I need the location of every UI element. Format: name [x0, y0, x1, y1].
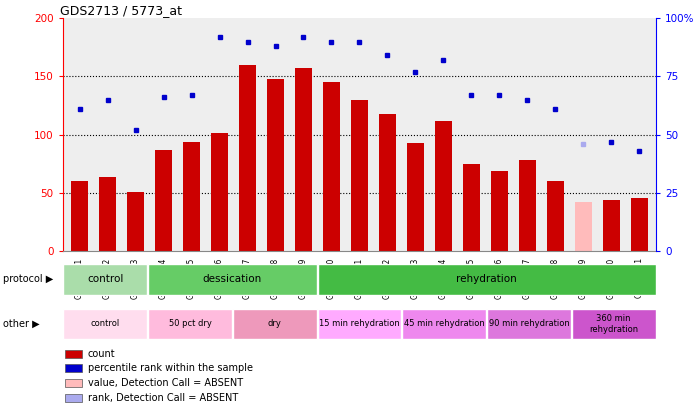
Bar	[463, 164, 480, 251]
Bar	[65, 350, 82, 358]
Bar	[631, 198, 648, 251]
Bar	[148, 264, 316, 295]
Bar	[379, 114, 396, 251]
Text: protocol ▶: protocol ▶	[3, 275, 54, 284]
Bar	[148, 309, 232, 339]
Bar	[71, 181, 88, 251]
Text: 360 min
rehydration: 360 min rehydration	[589, 314, 638, 334]
Bar	[487, 309, 571, 339]
Bar	[239, 65, 256, 251]
Bar	[603, 200, 620, 251]
Text: control: control	[91, 320, 120, 328]
Text: rank, Detection Call = ABSENT: rank, Detection Call = ABSENT	[88, 393, 238, 403]
Text: 45 min rehydration: 45 min rehydration	[404, 320, 484, 328]
Bar	[547, 181, 564, 251]
Text: dessication: dessication	[202, 275, 262, 284]
Bar	[572, 309, 655, 339]
Bar	[65, 394, 82, 402]
Bar	[211, 134, 228, 251]
Text: percentile rank within the sample: percentile rank within the sample	[88, 363, 253, 373]
Text: count: count	[88, 349, 115, 358]
Text: dry: dry	[268, 320, 282, 328]
Text: rehydration: rehydration	[456, 275, 517, 284]
Bar	[295, 68, 312, 251]
Text: other ▶: other ▶	[3, 319, 40, 329]
Bar	[233, 309, 316, 339]
Text: 90 min rehydration: 90 min rehydration	[489, 320, 570, 328]
Bar	[267, 79, 284, 251]
Bar	[323, 82, 340, 251]
Text: 15 min rehydration: 15 min rehydration	[319, 320, 400, 328]
Bar	[155, 150, 172, 251]
Bar	[99, 177, 116, 251]
Bar	[64, 309, 147, 339]
Bar	[407, 143, 424, 251]
Bar	[65, 379, 82, 387]
Bar	[318, 264, 655, 295]
Text: 50 pct dry: 50 pct dry	[168, 320, 211, 328]
Bar	[318, 309, 401, 339]
Bar	[491, 171, 507, 251]
Text: value, Detection Call = ABSENT: value, Detection Call = ABSENT	[88, 378, 243, 388]
Bar	[64, 264, 147, 295]
Bar	[183, 142, 200, 251]
Text: control: control	[87, 275, 124, 284]
Bar	[351, 100, 368, 251]
Bar	[65, 364, 82, 373]
Text: GDS2713 / 5773_at: GDS2713 / 5773_at	[60, 4, 182, 17]
Bar	[575, 202, 592, 251]
Bar	[519, 160, 536, 251]
Bar	[435, 121, 452, 251]
Bar	[127, 192, 144, 251]
Bar	[403, 309, 486, 339]
